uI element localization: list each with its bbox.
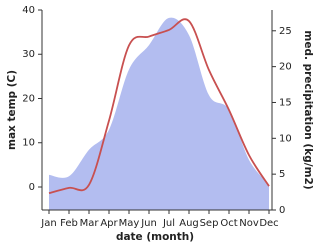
y2-axis-label: med. precipitation (kg/m2) xyxy=(302,30,314,189)
y2-tick-label: 5 xyxy=(279,169,285,180)
x-axis-label: date (month) xyxy=(116,231,194,243)
y-tick-label: 0 xyxy=(29,182,35,193)
x-tick-label: Sep xyxy=(200,218,219,229)
temp-line xyxy=(48,18,270,195)
x-tick-label: Aug xyxy=(179,218,199,229)
x-tick-label: Feb xyxy=(60,218,78,229)
x-tick-label: Oct xyxy=(220,218,237,229)
y2-tick-label: 20 xyxy=(279,62,292,73)
x-tick-label: Nov xyxy=(239,218,259,229)
x-tick-label: Jul xyxy=(162,218,175,229)
y-tick-label: 40 xyxy=(22,5,35,16)
y2-tick-label: 15 xyxy=(279,97,292,108)
y-tick-label: 10 xyxy=(22,138,35,149)
y-axis-label: max temp (C) xyxy=(6,70,18,150)
precipitation-area xyxy=(49,17,269,211)
x-tick-label: Jan xyxy=(40,218,56,229)
x-tick-label: May xyxy=(119,218,140,229)
x-tick-label: Apr xyxy=(100,218,118,229)
y2-tick-label: 0 xyxy=(279,205,285,216)
x-tick-label: Dec xyxy=(259,218,278,229)
x-tick-label: Mar xyxy=(80,218,100,229)
y-tick-label: 20 xyxy=(22,93,35,104)
x-tick-label: Jun xyxy=(140,218,157,229)
y2-tick-label: 25 xyxy=(279,26,292,37)
y2-tick-label: 10 xyxy=(279,133,292,144)
y-tick-label: 30 xyxy=(22,49,35,60)
